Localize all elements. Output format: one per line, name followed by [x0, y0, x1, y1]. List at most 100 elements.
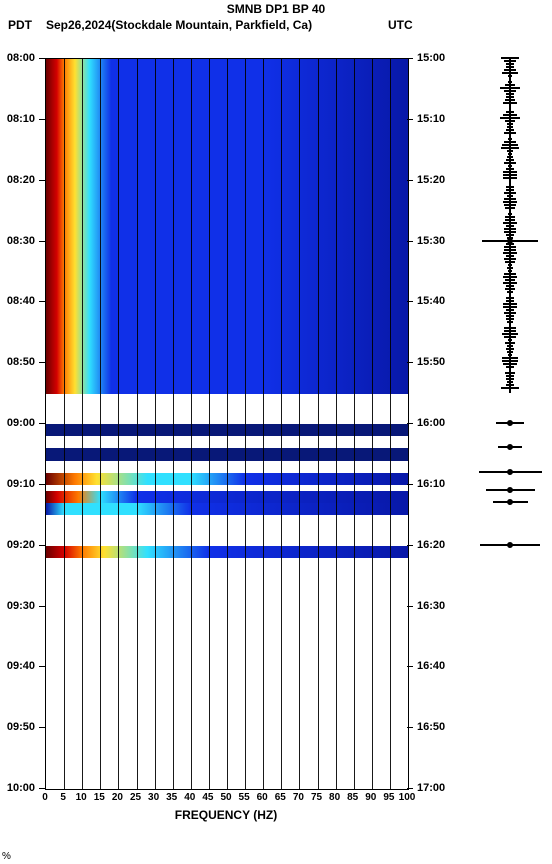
y-tick-mark [407, 727, 413, 728]
y-tick-mark [407, 423, 413, 424]
trace-event-center [507, 499, 513, 505]
grid-line-vertical [245, 59, 246, 789]
grid-line-vertical [155, 59, 156, 789]
x-tick-label: 10 [76, 792, 87, 803]
grid-line-vertical [390, 59, 391, 789]
grid-line-vertical [336, 59, 337, 789]
trace-event-center [507, 420, 513, 426]
y-tick-mark [39, 241, 45, 242]
y-tick-mark [39, 423, 45, 424]
y-tick-mark [407, 301, 413, 302]
y-tick-left: 09:00 [2, 417, 35, 429]
y-tick-right: 15:50 [417, 356, 445, 368]
x-tick-label: 80 [329, 792, 340, 803]
grid-line-vertical [263, 59, 264, 789]
y-tick-right: 15:10 [417, 113, 445, 125]
y-tick-right: 15:00 [417, 52, 445, 64]
x-axis-label: FREQUENCY (HZ) [45, 808, 407, 822]
y-tick-left: 09:30 [2, 600, 35, 612]
y-tick-mark [407, 666, 413, 667]
y-tick-right: 15:40 [417, 295, 445, 307]
x-tick-label: 85 [347, 792, 358, 803]
y-tick-right: 17:00 [417, 782, 445, 794]
y-tick-right: 16:30 [417, 600, 445, 612]
y-tick-left: 08:00 [2, 52, 35, 64]
x-tick-label: 15 [94, 792, 105, 803]
x-tick-label: 95 [383, 792, 394, 803]
page: SMNB DP1 BP 40 PDT Sep26,2024(Stockdale … [0, 0, 552, 864]
y-tick-mark [39, 484, 45, 485]
trace-baseline [509, 58, 511, 393]
x-tick-label: 90 [365, 792, 376, 803]
page-title: SMNB DP1 BP 40 [0, 2, 552, 16]
grid-line-vertical [318, 59, 319, 789]
y-tick-mark [407, 484, 413, 485]
grid-line-vertical [299, 59, 300, 789]
x-tick-label: 30 [148, 792, 159, 803]
trace-event-center [507, 444, 513, 450]
y-tick-mark [407, 58, 413, 59]
y-tick-right: 15:30 [417, 235, 445, 247]
y-tick-mark [407, 119, 413, 120]
x-tick-label: 100 [399, 792, 416, 803]
grid-line-vertical [227, 59, 228, 789]
spectrogram-plot [45, 58, 409, 790]
y-tick-left: 09:10 [2, 478, 35, 490]
grid-line-vertical [281, 59, 282, 789]
grid-line-vertical [64, 59, 65, 789]
y-tick-left: 08:40 [2, 295, 35, 307]
y-tick-mark [407, 606, 413, 607]
trace-event-center [507, 238, 513, 244]
y-tick-right: 16:20 [417, 539, 445, 551]
x-tick-label: 75 [311, 792, 322, 803]
y-tick-mark [39, 362, 45, 363]
x-tick-label: 0 [42, 792, 48, 803]
x-tick-label: 70 [293, 792, 304, 803]
grid-line-vertical [354, 59, 355, 789]
grid-line-vertical [82, 59, 83, 789]
y-tick-left: 08:20 [2, 174, 35, 186]
y-tick-right: 16:00 [417, 417, 445, 429]
x-tick-label: 35 [166, 792, 177, 803]
seismogram-trace [475, 58, 545, 788]
y-tick-mark [39, 58, 45, 59]
grid-line-vertical [137, 59, 138, 789]
x-tick-label: 65 [275, 792, 286, 803]
trace-event-center [507, 487, 513, 493]
y-tick-mark [39, 606, 45, 607]
x-tick-label: 20 [112, 792, 123, 803]
y-tick-left: 08:30 [2, 235, 35, 247]
y-tick-mark [39, 788, 45, 789]
y-tick-mark [39, 180, 45, 181]
y-tick-mark [39, 119, 45, 120]
y-tick-left: 09:40 [2, 660, 35, 672]
timezone-left-label: PDT [8, 18, 32, 32]
date-location-label: Sep26,2024(Stockdale Mountain, Parkfield… [46, 18, 312, 32]
grid-line-vertical [372, 59, 373, 789]
x-tick-label: 55 [239, 792, 250, 803]
y-tick-mark [39, 727, 45, 728]
y-tick-mark [39, 666, 45, 667]
y-tick-right: 15:20 [417, 174, 445, 186]
x-tick-label: 40 [184, 792, 195, 803]
y-tick-right: 16:40 [417, 660, 445, 672]
x-tick-label: 25 [130, 792, 141, 803]
y-tick-mark [39, 301, 45, 302]
y-tick-mark [407, 545, 413, 546]
y-tick-mark [39, 545, 45, 546]
x-tick-label: 50 [220, 792, 231, 803]
y-tick-mark [407, 180, 413, 181]
y-tick-mark [407, 241, 413, 242]
y-tick-left: 09:20 [2, 539, 35, 551]
grid-line-vertical [100, 59, 101, 789]
grid-line-vertical [209, 59, 210, 789]
footer-mark: % [2, 851, 11, 862]
y-tick-left: 08:50 [2, 356, 35, 368]
trace-event-center [507, 542, 513, 548]
y-tick-right: 16:10 [417, 478, 445, 490]
x-tick-label: 60 [257, 792, 268, 803]
trace-event-center [507, 469, 513, 475]
y-tick-left: 09:50 [2, 721, 35, 733]
x-tick-label: 5 [60, 792, 66, 803]
grid-line-vertical [118, 59, 119, 789]
